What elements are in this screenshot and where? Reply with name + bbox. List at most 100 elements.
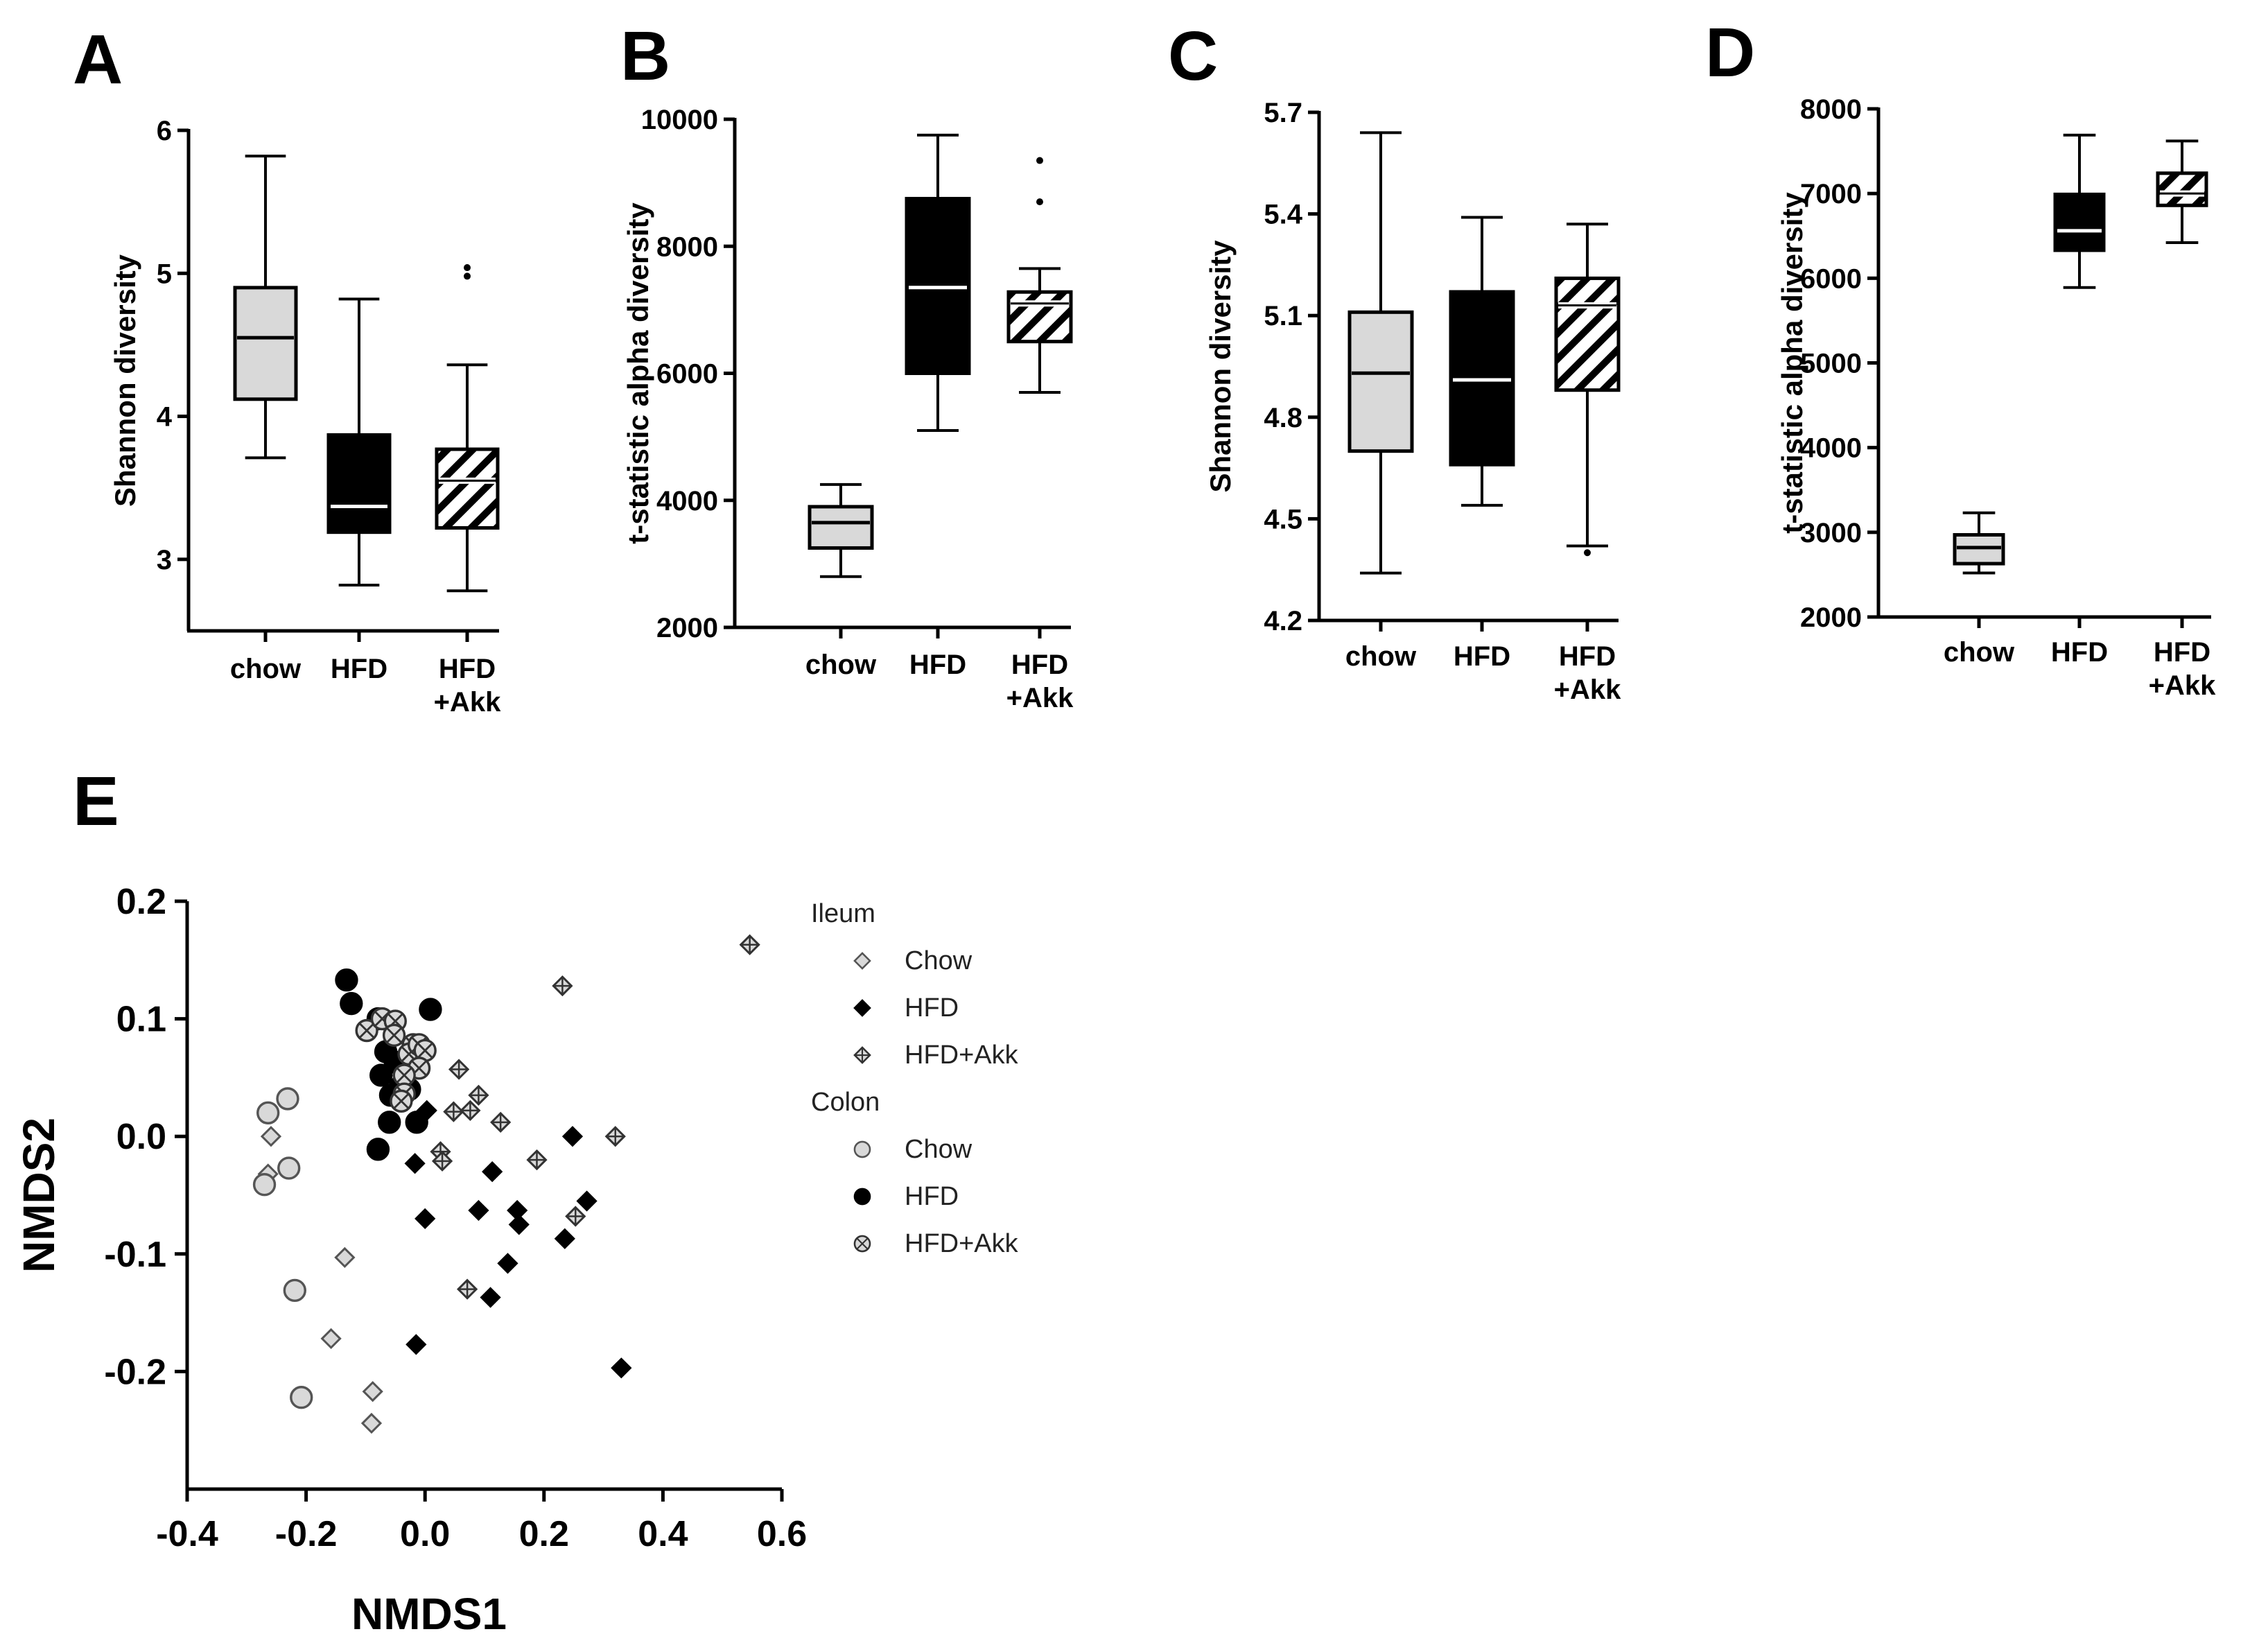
x-tick-label: +Akk <box>2149 670 2216 701</box>
data-point <box>340 991 363 1016</box>
data-point <box>443 1101 464 1122</box>
y-tick-label: 4000 <box>656 486 718 516</box>
data-point <box>366 1138 390 1161</box>
x-axis-title: NMDS1 <box>351 1589 507 1639</box>
data-point <box>362 1381 383 1402</box>
data-point <box>369 1063 393 1087</box>
y-tick-label: 0.1 <box>116 1000 166 1040</box>
box-hfd_akk <box>435 447 500 530</box>
data-point <box>260 1126 282 1147</box>
data-point <box>611 1357 632 1379</box>
y-tick-label: -0.1 <box>104 1235 166 1275</box>
data-point <box>392 1063 416 1087</box>
x-tick-label: 0.4 <box>638 1514 688 1554</box>
outlier-point <box>1036 198 1043 206</box>
data-point <box>576 1190 597 1212</box>
y-tick-label: 4 <box>157 402 173 433</box>
data-point <box>320 1328 342 1350</box>
data-point <box>405 1111 428 1134</box>
data-point <box>490 1111 512 1133</box>
outlier-point <box>1036 157 1043 164</box>
y-tick-label: 3 <box>157 545 172 575</box>
legend-marker <box>853 1188 871 1206</box>
y-tick-label: 6000 <box>1800 263 1862 294</box>
panel-b: 2000 4000 6000 8000 10000 t-statistic alpha d… <box>622 105 1074 713</box>
x-tick-label: -0.4 <box>156 1514 218 1554</box>
y-tick-label: 8000 <box>1800 94 1862 125</box>
data-point <box>390 1089 413 1113</box>
x-tick-label: +Akk <box>1006 683 1074 713</box>
y-tick-label: 7000 <box>1800 179 1862 209</box>
y-tick-label: 10000 <box>641 105 718 135</box>
data-point <box>468 1199 489 1222</box>
x-tick-label: HFD <box>1559 641 1616 672</box>
data-point <box>415 1208 436 1230</box>
data-point <box>360 1412 383 1434</box>
legend-entry-label: HFD+Akk <box>905 1229 1019 1258</box>
legend-entry-label: HFD <box>905 1182 959 1211</box>
y-tick-label: 2000 <box>656 613 718 643</box>
panel-c: 4.2 4.5 4.8 5.1 5.4 5.7 Shannon diversity chow H… <box>1204 98 1621 705</box>
x-tick-label: -0.2 <box>275 1514 338 1554</box>
data-point <box>252 1173 277 1197</box>
panel-label-e: E <box>73 763 119 840</box>
x-tick-label: HFD <box>2154 637 2210 668</box>
x-tick-label: HFD <box>1011 650 1068 680</box>
series-ileum-hfd-akk <box>430 934 760 1300</box>
data-point <box>276 1087 299 1111</box>
y-tick-label: 6000 <box>656 359 718 390</box>
y-tick-label: 3000 <box>1800 518 1862 548</box>
data-point <box>378 1111 401 1134</box>
legend-marker <box>853 952 871 970</box>
data-point <box>405 1334 427 1355</box>
x-tick-label: HFD <box>439 654 496 684</box>
data-point <box>335 968 358 992</box>
x-tick-label: 0.0 <box>400 1514 450 1554</box>
y-axis-title: Shannon diversity <box>109 254 141 507</box>
x-tick-label: +Akk <box>1554 675 1621 705</box>
data-point <box>404 1153 426 1174</box>
x-tick-label: HFD <box>1454 641 1510 672</box>
legend-marker <box>853 1140 871 1158</box>
panel-label-b: B <box>620 17 670 95</box>
y-tick-label: 8000 <box>656 232 718 262</box>
y-tick-label: 4000 <box>1800 433 1862 464</box>
data-point <box>552 975 573 997</box>
box-hfd_akk <box>1006 290 1073 344</box>
x-tick-label: +Akk <box>434 687 501 718</box>
data-point <box>480 1287 501 1308</box>
data-point <box>565 1206 586 1227</box>
y-tick-label: 5 <box>157 259 172 289</box>
legend-entry-label: Chow <box>905 1135 972 1164</box>
y-tick-label: 5.7 <box>1264 98 1302 128</box>
data-point <box>497 1253 518 1274</box>
panel-label-d: D <box>1705 14 1755 92</box>
series-colon-chow <box>252 1087 313 1409</box>
legend-marker <box>853 999 871 1017</box>
x-tick-label: 0.2 <box>519 1514 569 1554</box>
data-point <box>355 1018 378 1043</box>
y-tick-label: 0.0 <box>116 1117 166 1157</box>
data-point <box>277 1156 301 1180</box>
box-chow <box>808 505 874 550</box>
outlier-point <box>1584 549 1591 557</box>
data-point <box>460 1099 481 1122</box>
data-point <box>334 1246 356 1269</box>
y-axis-title: NMDS2 <box>14 1118 64 1273</box>
y-axis-title: t-statistic alpha diversity <box>1776 192 1808 534</box>
y-tick-label: 6 <box>157 116 172 146</box>
x-tick-label: chow <box>230 654 302 684</box>
legend-group-title: Colon <box>811 1088 880 1117</box>
series-ileum-chow <box>257 1126 383 1434</box>
y-tick-label: 4.2 <box>1264 606 1302 636</box>
y-tick-label: 2000 <box>1800 602 1862 633</box>
data-point <box>456 1278 478 1300</box>
box-hfd <box>326 433 392 534</box>
x-tick-label: chow <box>1944 637 2015 668</box>
legend-group-title: Ileum <box>811 899 875 928</box>
y-tick-label: 0.2 <box>116 882 166 922</box>
x-tick-label: HFD <box>331 654 387 684</box>
panel-d: 2000 3000 4000 5000 6000 7000 8000 t-statistic … <box>1776 94 2216 701</box>
